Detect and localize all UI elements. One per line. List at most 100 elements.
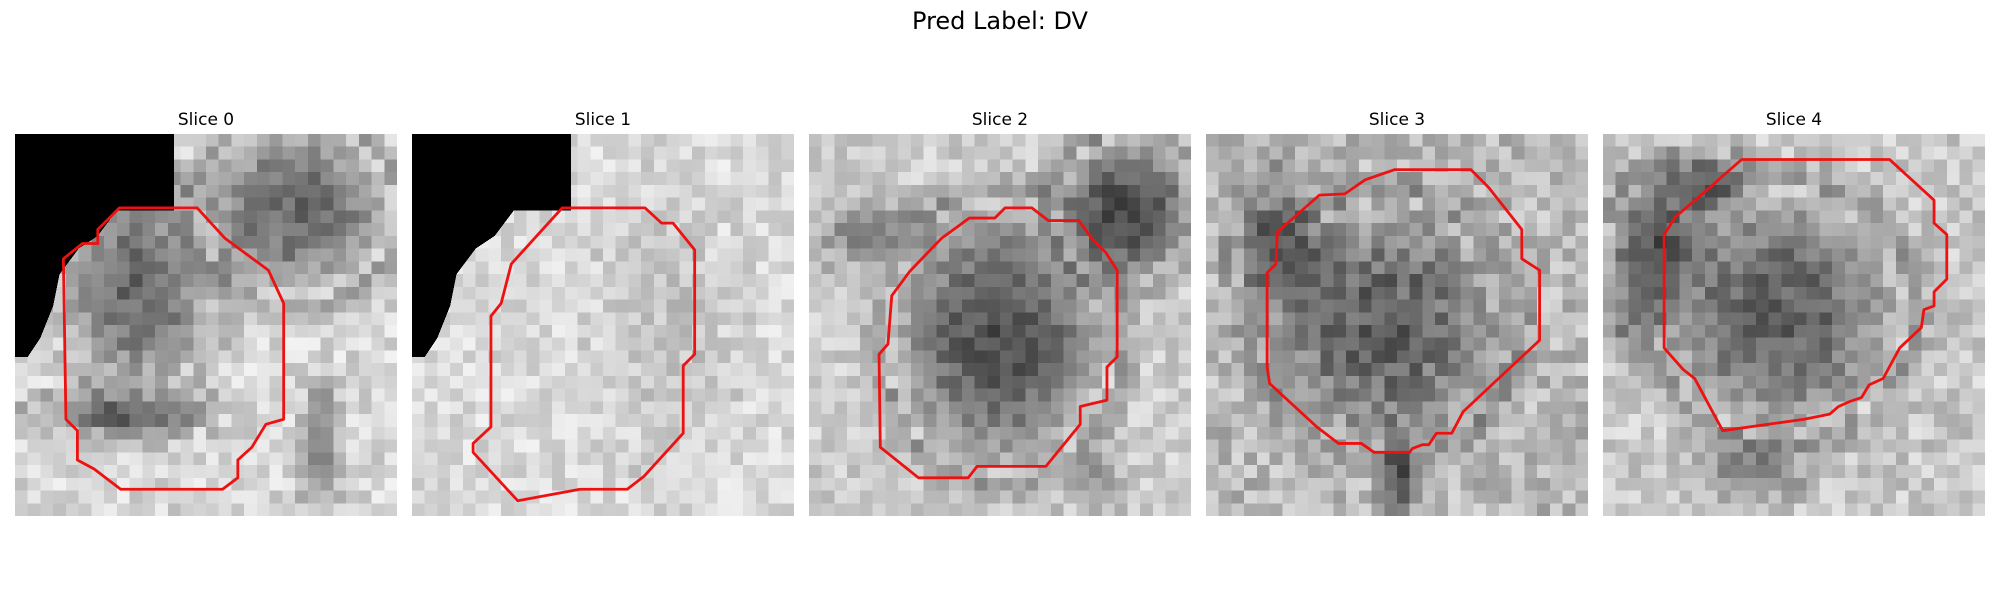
pixel (1895, 286, 1909, 300)
pixel (1206, 223, 1219, 237)
pixel (371, 337, 385, 351)
pixel (501, 465, 515, 479)
pixel (1460, 477, 1474, 491)
pixel (641, 223, 655, 237)
pixel (1498, 312, 1512, 326)
pixel (53, 401, 67, 415)
pixel (1615, 172, 1629, 186)
pixel (1524, 452, 1538, 466)
pixel (1755, 172, 1769, 186)
pixel (1537, 172, 1551, 186)
pixel (1152, 490, 1166, 504)
pixel (910, 134, 924, 147)
pixel (193, 261, 207, 275)
pixel (1498, 159, 1512, 173)
pixel (1206, 350, 1219, 364)
pixel (961, 248, 975, 262)
pixel (1524, 184, 1538, 198)
pixel (91, 363, 105, 377)
pixel (1435, 146, 1449, 160)
pixel (666, 465, 680, 479)
pixel (1794, 337, 1807, 351)
pixel (1511, 414, 1525, 428)
pixel (193, 223, 207, 237)
pixel (577, 350, 591, 364)
pixel (1972, 286, 1985, 300)
pixel (898, 426, 912, 440)
pixel (653, 375, 667, 389)
pixel (104, 388, 118, 402)
pixel (1575, 426, 1588, 440)
pixel (885, 375, 899, 389)
pixel (936, 439, 950, 453)
pixel (961, 286, 975, 300)
pixel (628, 210, 642, 224)
pixel (1641, 248, 1655, 262)
pixel (450, 337, 464, 351)
pixel (809, 159, 822, 173)
pixel (180, 477, 194, 491)
pixel (1346, 299, 1360, 313)
pixel (1575, 439, 1588, 453)
pixel (1615, 210, 1629, 224)
pixel (346, 363, 360, 377)
pixel (167, 363, 181, 377)
pixel (1679, 477, 1693, 491)
pixel (859, 159, 873, 173)
pixel (1768, 286, 1782, 300)
pixel (1549, 210, 1563, 224)
pixel (91, 312, 105, 326)
pixel (1269, 184, 1283, 198)
pixel (898, 490, 912, 504)
pixel (1537, 146, 1551, 160)
pixel (167, 375, 181, 389)
pixel (450, 286, 464, 300)
pixel (590, 159, 604, 173)
pixel (1473, 235, 1487, 249)
pixel (809, 312, 822, 326)
pixel (1615, 363, 1629, 377)
pixel (603, 465, 616, 479)
pixel (1857, 286, 1871, 300)
pixel (1755, 134, 1769, 147)
pixel (949, 426, 963, 440)
pixel (1717, 414, 1731, 428)
pixel (1206, 363, 1219, 377)
pixel (167, 388, 181, 402)
pixel (898, 210, 912, 224)
pixel (333, 350, 347, 364)
pixel (1832, 223, 1846, 237)
pixel (781, 325, 794, 338)
pixel (1089, 172, 1103, 186)
pixel (1743, 363, 1757, 377)
pixel (1089, 159, 1103, 173)
pixel (1641, 210, 1655, 224)
pixel (1473, 439, 1487, 453)
pixel (1486, 274, 1500, 288)
pixel (1422, 261, 1436, 275)
pixel (475, 299, 489, 313)
pixel (1178, 159, 1191, 173)
pixel (1358, 223, 1372, 237)
pixel (1307, 235, 1321, 249)
pixel (628, 134, 642, 147)
pixel (1921, 465, 1935, 479)
pixel (1883, 286, 1897, 300)
pixel (1152, 337, 1166, 351)
pixel (1435, 299, 1449, 313)
pixel (885, 350, 899, 364)
pixel (910, 274, 924, 288)
pixel (1857, 172, 1871, 186)
pixel (1295, 452, 1309, 466)
pixel (1730, 503, 1744, 516)
pixel (641, 261, 655, 275)
pixel (936, 248, 950, 262)
pixel (1768, 134, 1782, 147)
pixel (1946, 414, 1960, 428)
pixel (1870, 325, 1884, 338)
pixel (834, 337, 848, 351)
pixel (1934, 172, 1948, 186)
pixel (1895, 452, 1909, 466)
pixel (1038, 274, 1052, 288)
pixel (1178, 350, 1191, 364)
